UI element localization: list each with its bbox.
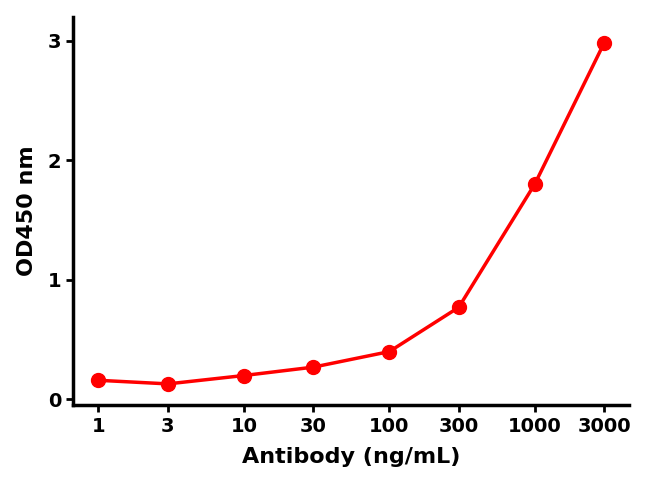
Y-axis label: OD450 nm: OD450 nm — [17, 146, 36, 276]
X-axis label: Antibody (ng/mL): Antibody (ng/mL) — [242, 447, 460, 468]
